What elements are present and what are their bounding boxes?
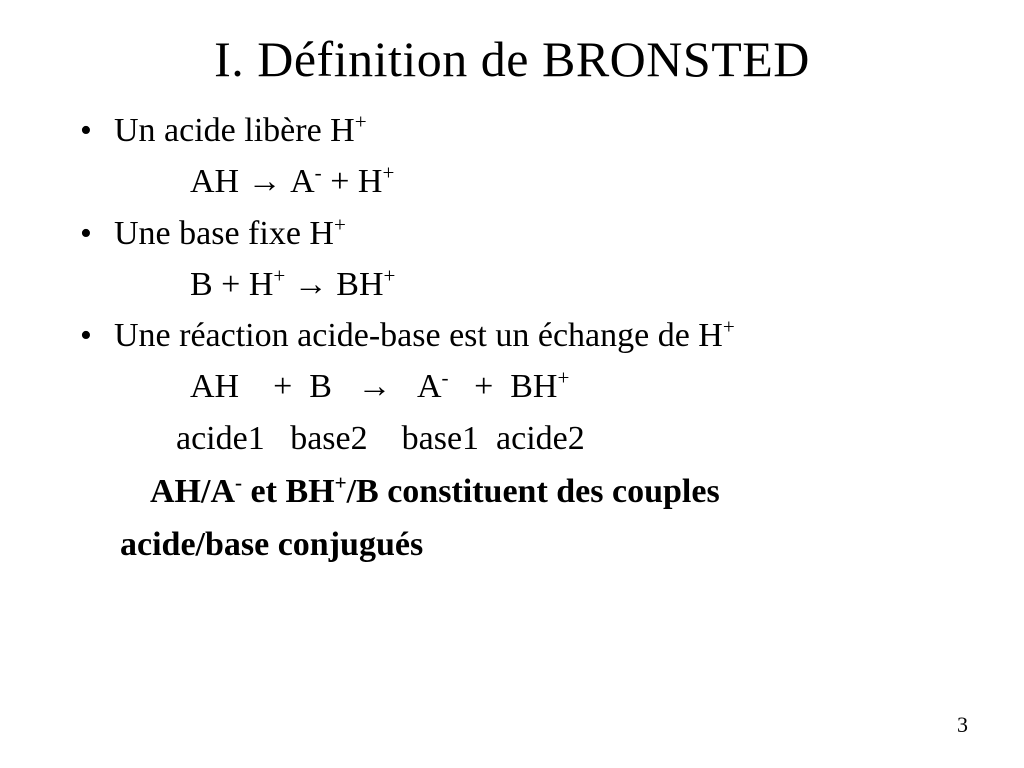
superscript-plus: + [335,471,347,495]
bullet-acid-def: Un acide libère H+ [80,106,954,155]
labels-text: acide1 base2 base1 acide2 [176,420,585,457]
slide-body: Un acide libère H+ AH → A- + H+ Une base… [70,106,954,570]
equation-base: B + H+ → BH+ [80,260,954,309]
superscript-minus: - [315,161,322,185]
slide-title: I. Définition de BRONSTED [70,30,954,88]
text: et BH [242,473,335,510]
text: acide/base conjugués [120,526,423,563]
eq-rhs: BH [336,266,383,303]
text: Un acide libère H [114,112,355,149]
reaction-labels: acide1 base2 base1 acide2 [80,414,954,463]
superscript-plus: + [384,264,396,288]
text: Une base fixe H [114,215,334,252]
bullet-base-def: Une base fixe H+ [80,209,954,258]
eq-plus: + H [322,163,383,200]
eq-rhs-a: A [290,163,315,200]
arrow-icon: → [357,368,391,405]
superscript-plus: + [557,366,569,390]
equation-acid: AH → A- + H+ [80,157,954,206]
equation-reaction: AH + B → A- + BH+ [80,362,954,411]
superscript-plus: + [355,110,367,134]
eq-part: A [391,368,441,405]
arrow-icon: → [248,163,291,200]
page-number: 3 [957,712,968,738]
couples-line-1: AH/A- et BH+/B constituent des couples [80,467,954,516]
text: Une réaction acide-base est un échange d… [114,317,723,354]
bullet-reaction-def: Une réaction acide-base est un échange d… [80,311,954,360]
eq-part: AH + B [190,368,357,405]
couples-line-2: acide/base conjugués [80,520,954,569]
superscript-plus: + [382,161,394,185]
superscript-plus: + [273,264,285,288]
text: AH/A [150,473,235,510]
slide: I. Définition de BRONSTED Un acide libèr… [0,0,1024,768]
eq-part: + BH [449,368,558,405]
superscript-minus: - [235,471,242,495]
arrow-icon: → [294,266,337,303]
superscript-minus: - [442,366,449,390]
eq-lhs: AH [190,163,239,200]
superscript-plus: + [723,315,735,339]
superscript-plus: + [334,212,346,236]
eq-lhs: B + H [190,266,273,303]
text: /B constituent des couples [347,473,720,510]
